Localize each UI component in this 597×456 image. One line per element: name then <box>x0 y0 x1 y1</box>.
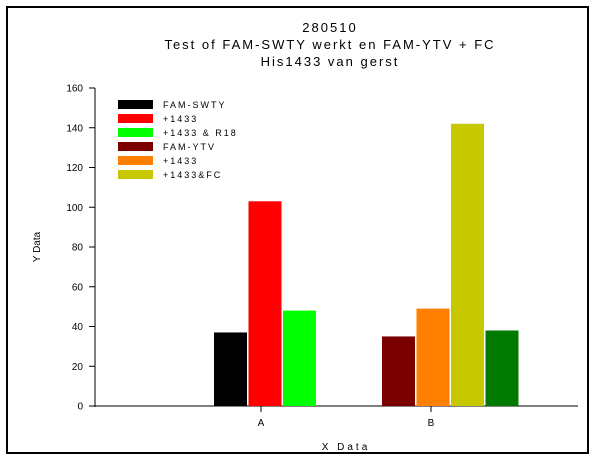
chart-title-line-3: His1433 van gerst <box>261 54 400 69</box>
y-tick-label: 0 <box>77 402 83 413</box>
legend: FAM-SWTY +1433 +1433 & R18 FAM-YTV +1433 +143… <box>118 100 238 180</box>
legend-label: +1433&FC <box>163 170 222 180</box>
bar-b-4 <box>485 330 519 406</box>
y-tick-label: 120 <box>66 163 83 174</box>
legend-label: FAM-YTV <box>163 142 216 152</box>
chart-title-line-1: 280510 <box>302 20 357 35</box>
legend-swatch <box>118 142 153 151</box>
bar-a-1 <box>214 332 247 406</box>
y-tick-label: 80 <box>72 243 84 254</box>
legend-label: +1433 <box>163 156 198 166</box>
bar-a-3 <box>283 310 316 406</box>
bar-b-3 <box>451 123 484 407</box>
bars-group <box>214 123 519 407</box>
y-axis-label: Y Data <box>32 231 43 262</box>
x-tick-label: B <box>428 418 435 429</box>
y-tick-label: 60 <box>72 282 84 293</box>
x-axis-label: X Data <box>322 442 371 453</box>
legend-swatch <box>118 156 153 165</box>
legend-swatch <box>118 128 153 137</box>
y-tick-label: 140 <box>66 123 83 134</box>
y-tick-label: 160 <box>66 84 83 95</box>
legend-label: +1433 & R18 <box>163 128 238 138</box>
legend-swatch <box>118 170 153 179</box>
legend-label: +1433 <box>163 114 198 124</box>
chart-title-group: 280510 Test of FAM-SWTY werkt en FAM-YTV … <box>164 20 495 69</box>
x-tick-label: A <box>258 418 265 429</box>
chart-title-line-2: Test of FAM-SWTY werkt en FAM-YTV + FC <box>164 37 495 52</box>
legend-label: FAM-SWTY <box>163 100 227 110</box>
legend-swatch <box>118 114 153 123</box>
bar-a-2 <box>248 201 282 406</box>
y-tick-label: 20 <box>72 362 84 373</box>
y-tick-label: 40 <box>72 322 84 333</box>
y-tick-label: 100 <box>66 203 83 214</box>
legend-swatch <box>118 100 153 109</box>
bar-b-2 <box>416 308 450 406</box>
bar-b-1 <box>382 336 415 406</box>
